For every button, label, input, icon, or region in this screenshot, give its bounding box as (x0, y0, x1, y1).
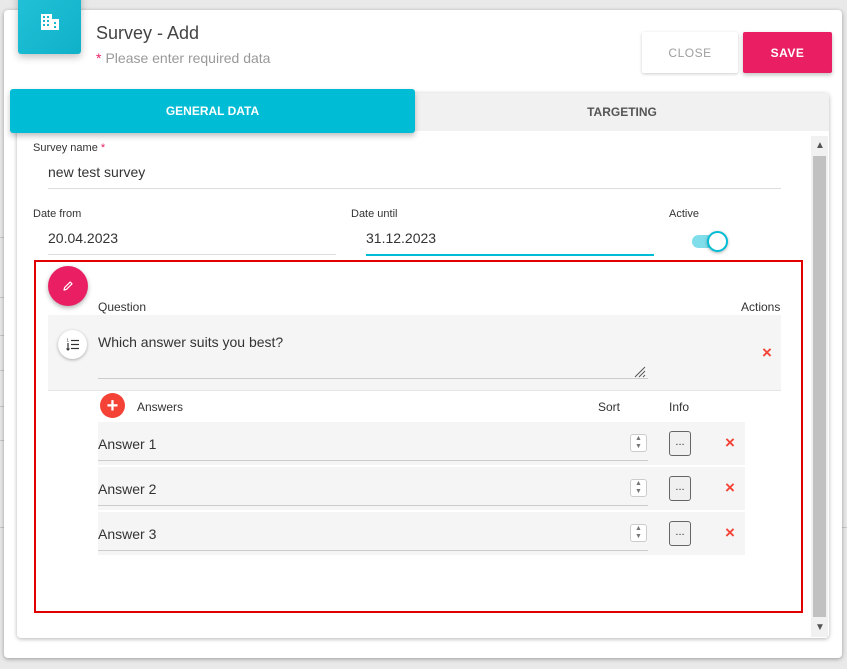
stepper-up-icon[interactable]: ▲ (635, 480, 642, 487)
delete-question-icon[interactable]: × (762, 343, 772, 362)
required-marker: * (96, 50, 102, 66)
dialog-title: Survey - Add (96, 23, 200, 43)
date-from-label: Date from (33, 208, 82, 220)
scrollbar[interactable]: ▲ ▼ (811, 136, 828, 637)
edit-question-button[interactable] (48, 266, 88, 306)
answer-row: Answer 3 ▲ ▼ ... × (98, 512, 745, 555)
survey-name-label: Survey name * (33, 142, 106, 154)
svg-text:1: 1 (66, 337, 69, 342)
scroll-thumb[interactable] (813, 156, 826, 617)
scroll-down-icon[interactable]: ▼ (815, 622, 825, 633)
question-row (48, 315, 781, 390)
date-from-input[interactable]: 20.04.2023 (48, 230, 336, 255)
tab-targeting[interactable]: TARGETING (587, 105, 657, 119)
tab-general-data[interactable]: GENERAL DATA (10, 89, 415, 133)
answer-row: Answer 1 ▲ ▼ ... × (98, 422, 745, 465)
resize-grip-icon[interactable] (632, 364, 646, 378)
scroll-up-icon[interactable]: ▲ (815, 140, 825, 151)
save-button[interactable]: SAVE (743, 32, 832, 73)
answer-input[interactable]: Answer 3 (98, 512, 648, 551)
stepper-down-icon[interactable]: ▼ (635, 533, 642, 540)
pencil-icon (63, 281, 73, 291)
date-until-label: Date until (351, 208, 398, 220)
question-header: Question (98, 300, 147, 314)
sort-stepper[interactable]: ▲ ▼ (630, 524, 647, 542)
building-icon (18, 0, 81, 54)
info-button[interactable]: ... (669, 431, 691, 456)
sort-stepper[interactable]: ▲ ▼ (630, 434, 647, 452)
divider (48, 390, 781, 391)
delete-answer-icon[interactable]: × (725, 433, 735, 452)
stepper-up-icon[interactable]: ▲ (635, 435, 642, 442)
stepper-down-icon[interactable]: ▼ (635, 488, 642, 495)
date-until-input[interactable]: 31.12.2023 (366, 230, 654, 256)
subtitle-text: Please enter required data (105, 50, 271, 66)
delete-answer-icon[interactable]: × (725, 523, 735, 542)
dialog-subtitle: * Please enter required data (96, 50, 270, 66)
stepper-up-icon[interactable]: ▲ (635, 525, 642, 532)
answer-row: Answer 2 ▲ ▼ ... × (98, 467, 745, 510)
active-label: Active (669, 208, 699, 220)
answer-input[interactable]: Answer 2 (98, 467, 648, 506)
actions-header: Actions (741, 300, 781, 314)
toggle-knob (707, 231, 728, 252)
info-button[interactable]: ... (669, 476, 691, 501)
add-answer-button[interactable]: + (100, 393, 125, 418)
delete-answer-icon[interactable]: × (725, 478, 735, 497)
sort-list-icon[interactable]: 1 (58, 330, 87, 359)
question-highlight-frame (34, 260, 803, 613)
sort-stepper[interactable]: ▲ ▼ (630, 479, 647, 497)
info-button[interactable]: ... (669, 521, 691, 546)
answers-header: Answers (137, 400, 184, 414)
close-button[interactable]: CLOSE (642, 32, 738, 73)
stepper-down-icon[interactable]: ▼ (635, 443, 642, 450)
question-textarea[interactable]: Which answer suits you best? (98, 334, 648, 379)
survey-name-input[interactable]: new test survey (48, 164, 781, 189)
active-toggle[interactable] (692, 231, 728, 252)
info-header: Info (669, 400, 690, 414)
answer-input[interactable]: Answer 1 (98, 422, 648, 461)
sort-header: Sort (598, 400, 621, 414)
